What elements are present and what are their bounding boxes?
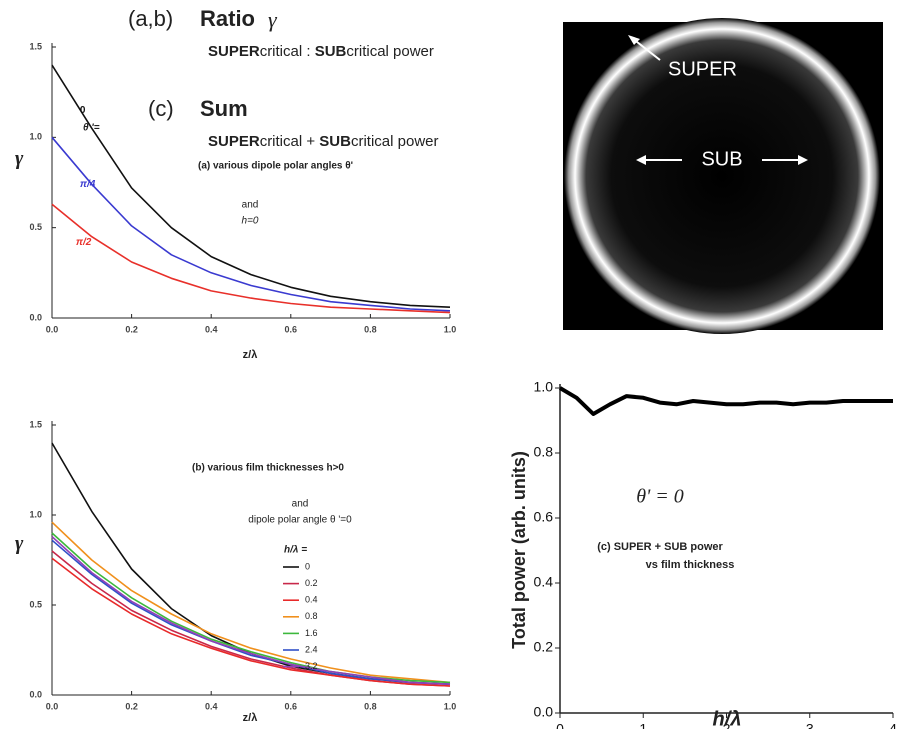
annotation: (a) various dipole polar angles θ' bbox=[198, 161, 353, 172]
sum-desc: SUPERcritical + SUBcritical power bbox=[208, 133, 439, 150]
legend-label: 0.8 bbox=[305, 611, 318, 621]
annotation: (c) SUPER + SUB power bbox=[597, 541, 723, 553]
y-tick-label: 0.0 bbox=[534, 704, 554, 720]
x-axis-label: h/λ bbox=[713, 708, 742, 729]
x-tick-label: 3 bbox=[806, 721, 814, 729]
t: SUPER bbox=[208, 133, 260, 150]
legend-label: 0.4 bbox=[305, 595, 318, 605]
x-tick-label: 0.8 bbox=[364, 324, 377, 334]
y-tick-label: 1.0 bbox=[534, 379, 554, 395]
x-axis-label: z/λ bbox=[243, 349, 258, 361]
x-tick-label: 0.4 bbox=[205, 701, 218, 711]
header-c: (c) bbox=[148, 96, 174, 121]
y-axis-label: γ bbox=[15, 533, 24, 555]
annotation: vs film thickness bbox=[646, 559, 735, 571]
series-line bbox=[51, 136, 451, 312]
series-line bbox=[51, 64, 451, 308]
arrow-head bbox=[798, 155, 808, 165]
y-tick-label: 0.0 bbox=[29, 689, 42, 699]
series-line bbox=[51, 550, 451, 687]
x-tick-label: 0.0 bbox=[46, 324, 59, 334]
x-tick-label: 0 bbox=[556, 721, 564, 729]
header-ab: (a,b) bbox=[128, 6, 173, 31]
y-tick-label: 0.0 bbox=[29, 312, 42, 322]
y-tick-label: 0.5 bbox=[29, 599, 42, 609]
t: SUPER bbox=[208, 43, 260, 60]
x-tick-label: 1 bbox=[639, 721, 647, 729]
series-line bbox=[51, 539, 451, 685]
y-tick-label: 1.5 bbox=[29, 419, 42, 429]
t: critical + bbox=[260, 133, 320, 150]
series-line bbox=[51, 557, 451, 687]
arrow-head bbox=[628, 35, 640, 45]
legend-title: h/λ = bbox=[284, 545, 307, 556]
y-tick-label: 1.0 bbox=[29, 509, 42, 519]
legend-label: 3.2 bbox=[305, 661, 318, 671]
t: SUB bbox=[319, 133, 351, 150]
image-ring bbox=[564, 18, 880, 334]
y-tick-label: 0.4 bbox=[534, 574, 554, 590]
x-tick-label: 0.2 bbox=[125, 324, 138, 334]
x-tick-label: 1.0 bbox=[444, 324, 457, 334]
ratio-desc: SUPERcritical : SUBcritical power bbox=[208, 43, 434, 60]
y-axis-label: Total power (arb. units) bbox=[509, 451, 529, 649]
legend-label: 0 bbox=[305, 561, 310, 571]
header-sum: Sum bbox=[200, 96, 248, 121]
x-tick-label: 0.6 bbox=[285, 324, 298, 334]
y-tick-label: 1.5 bbox=[29, 41, 42, 51]
series-line bbox=[51, 203, 451, 314]
y-tick-label: 0.5 bbox=[29, 222, 42, 232]
y-tick-label: 0.8 bbox=[534, 444, 554, 460]
x-tick-label: 0.0 bbox=[46, 701, 59, 711]
header-gamma: γ bbox=[268, 7, 278, 32]
series-line bbox=[51, 521, 451, 684]
x-tick-label: 0.4 bbox=[205, 324, 218, 334]
x-tick-label: 0.6 bbox=[285, 701, 298, 711]
y-tick-label: 0.2 bbox=[534, 639, 554, 655]
header-ratio: Ratio bbox=[200, 6, 255, 31]
y-axis-label: γ bbox=[15, 148, 24, 170]
t: SUB bbox=[315, 43, 347, 60]
t: critical : bbox=[260, 43, 315, 60]
legend-label: 0.2 bbox=[305, 578, 318, 588]
legend-label: 2.4 bbox=[305, 644, 318, 654]
annotation: dipole polar angle θ '=0 bbox=[248, 515, 352, 526]
annotation: and bbox=[242, 200, 259, 211]
y-tick-label: 0.6 bbox=[534, 509, 554, 525]
annotation: θ' = 0 bbox=[636, 486, 684, 508]
legend-label: 1.6 bbox=[305, 628, 318, 638]
annotation: h=0 bbox=[242, 216, 259, 227]
curve-label: π/4 bbox=[80, 179, 96, 190]
t: critical power bbox=[346, 43, 434, 60]
x-tick-label: 2 bbox=[723, 721, 731, 729]
sub-label: SUB bbox=[701, 148, 742, 170]
arrow-head bbox=[636, 155, 646, 165]
series-line bbox=[558, 386, 893, 416]
x-tick-label: 1.0 bbox=[444, 701, 457, 711]
x-tick-label: 0.2 bbox=[125, 701, 138, 711]
t: critical power bbox=[351, 133, 439, 150]
series-line bbox=[51, 536, 451, 685]
super-label: SUPER bbox=[668, 58, 737, 80]
curve-label: 0 bbox=[80, 105, 86, 116]
curve-label: π/2 bbox=[76, 237, 92, 248]
x-tick-label: 0.8 bbox=[364, 701, 377, 711]
annotation: (b) various film thicknesses h>0 bbox=[192, 463, 344, 474]
x-tick-label: 4 bbox=[889, 721, 897, 729]
x-axis-label: z/λ bbox=[243, 712, 258, 724]
annotation: and bbox=[292, 499, 309, 510]
y-tick-label: 1.0 bbox=[29, 132, 42, 142]
